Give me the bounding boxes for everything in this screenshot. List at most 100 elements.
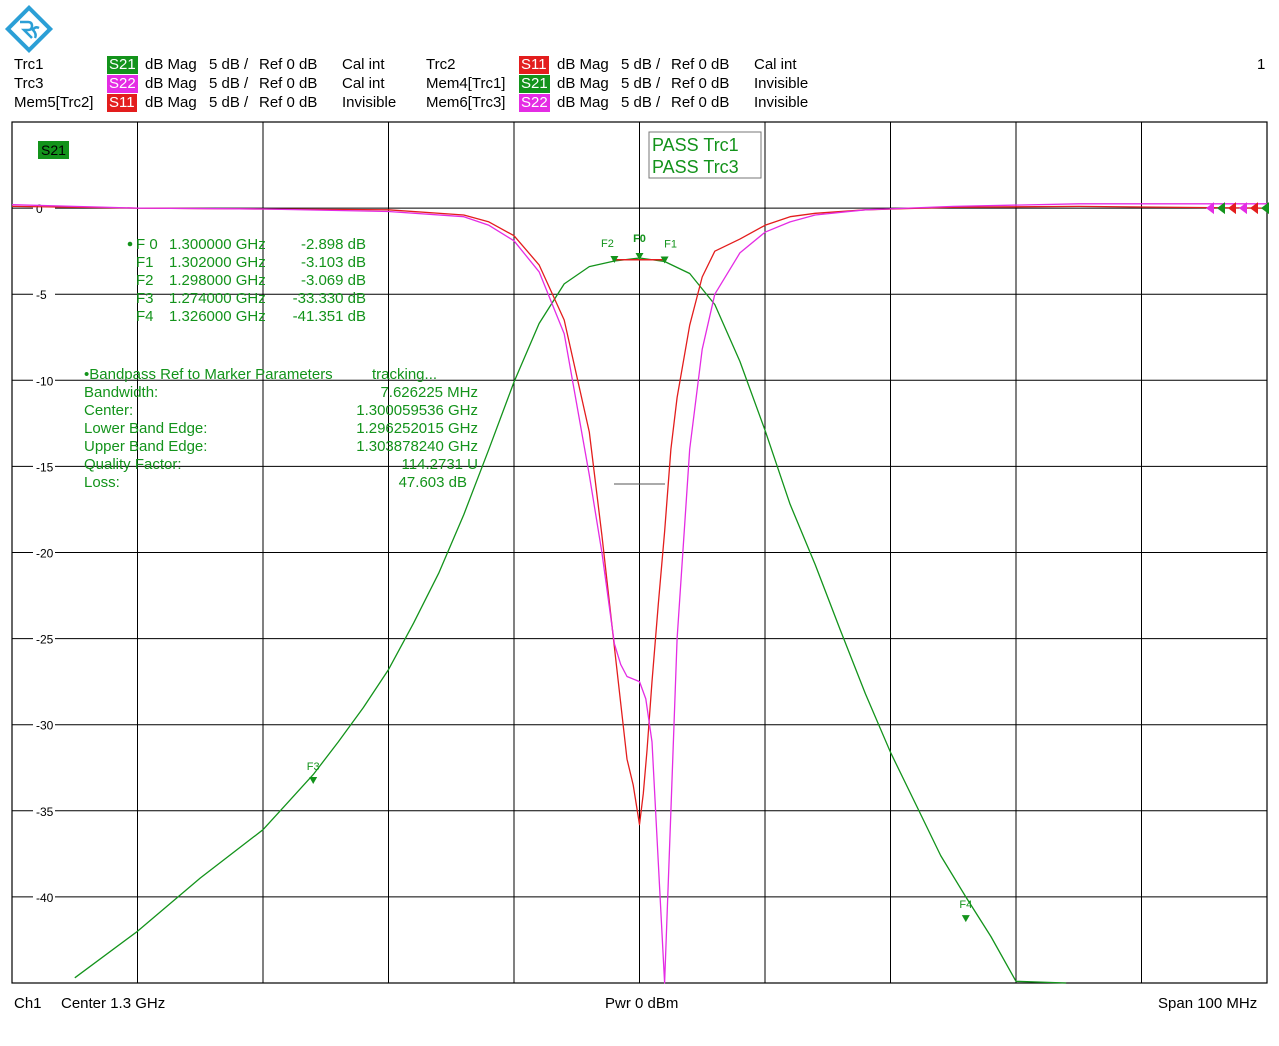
scale-label: 5 dB / (209, 75, 249, 92)
trace-line-s11[interactable] (11, 205, 1268, 826)
calibration-label: Invisible (342, 94, 397, 111)
limit-check-box (648, 131, 762, 179)
format-label: dB Mag (145, 94, 197, 111)
bandpass-title: •Bandpass Ref to Marker Parameters (84, 366, 333, 383)
active-trace-tag[interactable] (38, 141, 69, 159)
reference-level-arrow-icon (1206, 202, 1214, 215)
measurement-tag[interactable]: S21 (519, 75, 550, 93)
reference-level-arrow-icon (1217, 202, 1225, 215)
marker-info-value: -3.069 dB (301, 272, 366, 289)
scale-label: 5 dB / (209, 56, 249, 73)
trace-name[interactable]: Trc2 (426, 56, 456, 73)
power-level[interactable]: Pwr 0 dBm (605, 995, 679, 1012)
bandpass-parameter-value: 114.2731 U (402, 456, 478, 473)
reference-label: Ref 0 dB (259, 56, 318, 73)
marker-info-value: -41.351 dB (293, 308, 366, 325)
channel-label: Ch1 (14, 995, 42, 1012)
calibration-label: Invisible (754, 75, 809, 92)
trace-name[interactable]: Mem4[Trc1] (426, 75, 506, 92)
trace-name[interactable]: Trc1 (14, 56, 44, 73)
format-label: dB Mag (557, 94, 609, 111)
marker-info-value: -3.103 dB (301, 254, 366, 271)
bandpass-parameter-label: Upper Band Edge: (84, 438, 207, 455)
bandpass-parameter-label: Lower Band Edge: (84, 420, 207, 437)
y-tick-label-background (33, 373, 55, 388)
y-tick-label: 0 (36, 202, 43, 216)
scale-label: 5 dB / (209, 94, 249, 111)
marker-info-frequency: 1.274000 GHz (169, 290, 266, 307)
y-tick-label: -25 (36, 633, 54, 647)
format-label: dB Mag (145, 75, 197, 92)
rohde-schwarz-logo-icon (4, 4, 54, 54)
marker-label: F0 (633, 233, 646, 245)
reference-label: Ref 0 dB (259, 75, 318, 92)
y-tick-label-background (33, 459, 55, 474)
trace-name[interactable]: Mem6[Trc3] (426, 94, 506, 111)
marker-info-value: -33.330 dB (293, 290, 366, 307)
bandpass-parameter-label: Quality Factor: (84, 456, 182, 473)
marker-info-name: F 0 (136, 236, 158, 253)
reference-label: Ref 0 dB (671, 56, 730, 73)
calibration-label: Cal int (754, 56, 797, 73)
y-tick-label: -40 (36, 891, 54, 905)
trace-name[interactable]: Mem5[Trc2] (14, 94, 94, 111)
format-label: dB Mag (557, 75, 609, 92)
bandpass-parameter-value: 7.626225 MHz (380, 384, 478, 401)
y-tick-label-background (33, 545, 55, 560)
bandpass-parameter-label: Loss: (84, 474, 120, 491)
marker-label: F4 (959, 899, 972, 911)
active-marker-dot-icon (127, 241, 133, 247)
marker-triangle-icon[interactable] (610, 255, 619, 263)
y-tick-label: -5 (36, 288, 47, 302)
measurement-tag[interactable]: S11 (107, 94, 137, 112)
bandpass-status: tracking... (372, 366, 437, 383)
trace-line-s22[interactable] (11, 203, 1267, 984)
scale-label: 5 dB / (621, 56, 661, 73)
marker-triangle-icon[interactable] (635, 253, 644, 261)
marker-info-name: F3 (136, 290, 154, 307)
y-tick-label: -30 (36, 719, 54, 733)
marker-triangle-icon[interactable] (961, 915, 970, 923)
marker-info-frequency: 1.326000 GHz (169, 308, 266, 325)
reference-level-arrow-icon (1228, 202, 1236, 215)
measurement-tag[interactable]: S22 (107, 75, 138, 93)
y-tick-label-background (33, 803, 55, 818)
bandpass-parameter-value: 1.296252015 GHz (356, 420, 478, 437)
measurement-tag[interactable]: S22 (519, 94, 550, 112)
marker-info-value: -2.898 dB (301, 236, 366, 253)
center-frequency[interactable]: Center 1.3 GHz (61, 995, 166, 1012)
y-tick-label: -35 (36, 805, 54, 819)
format-label: dB Mag (145, 56, 197, 73)
measurement-tag[interactable]: S21 (107, 56, 138, 74)
reference-label: Ref 0 dB (671, 94, 730, 111)
calibration-label: Invisible (754, 94, 809, 111)
reference-level-arrow-icon (1261, 202, 1269, 215)
bandpass-parameter-value: 1.303878240 GHz (356, 438, 478, 455)
y-tick-label: -20 (36, 547, 54, 561)
bandpass-parameter-value: 1.300059536 GHz (356, 402, 478, 419)
marker-info-frequency: 1.298000 GHz (169, 272, 266, 289)
limit-check-result: PASS Trc3 (652, 157, 739, 177)
span-frequency[interactable]: Span 100 MHz (1158, 995, 1258, 1012)
active-trace-label: S21 (41, 142, 66, 158)
marker-info-name: F2 (136, 272, 154, 289)
trace-name[interactable]: Trc3 (14, 75, 44, 92)
marker-triangle-icon[interactable] (309, 777, 318, 785)
format-label: dB Mag (557, 56, 609, 73)
marker-label: F1 (664, 239, 677, 251)
measurement-tag[interactable]: S11 (519, 56, 549, 74)
marker-label: F3 (307, 761, 320, 773)
page-number: 1 (1257, 56, 1266, 73)
reference-level-arrow-icon (1239, 202, 1247, 215)
marker-label: F2 (601, 238, 614, 250)
y-tick-label: -15 (36, 460, 54, 474)
y-tick-label-background (33, 287, 55, 302)
y-tick-label-background (33, 631, 55, 646)
limit-check-result: PASS Trc1 (652, 135, 739, 155)
marker-info-name: F4 (136, 308, 154, 325)
marker-triangle-icon[interactable] (660, 256, 669, 264)
trace-header-row: Trc1 S21 dB Mag 5 dB / Ref 0 dB Cal int Trc2 S1… (0, 55, 1279, 74)
calibration-label: Cal int (342, 75, 385, 92)
y-tick-label-background (33, 717, 55, 732)
